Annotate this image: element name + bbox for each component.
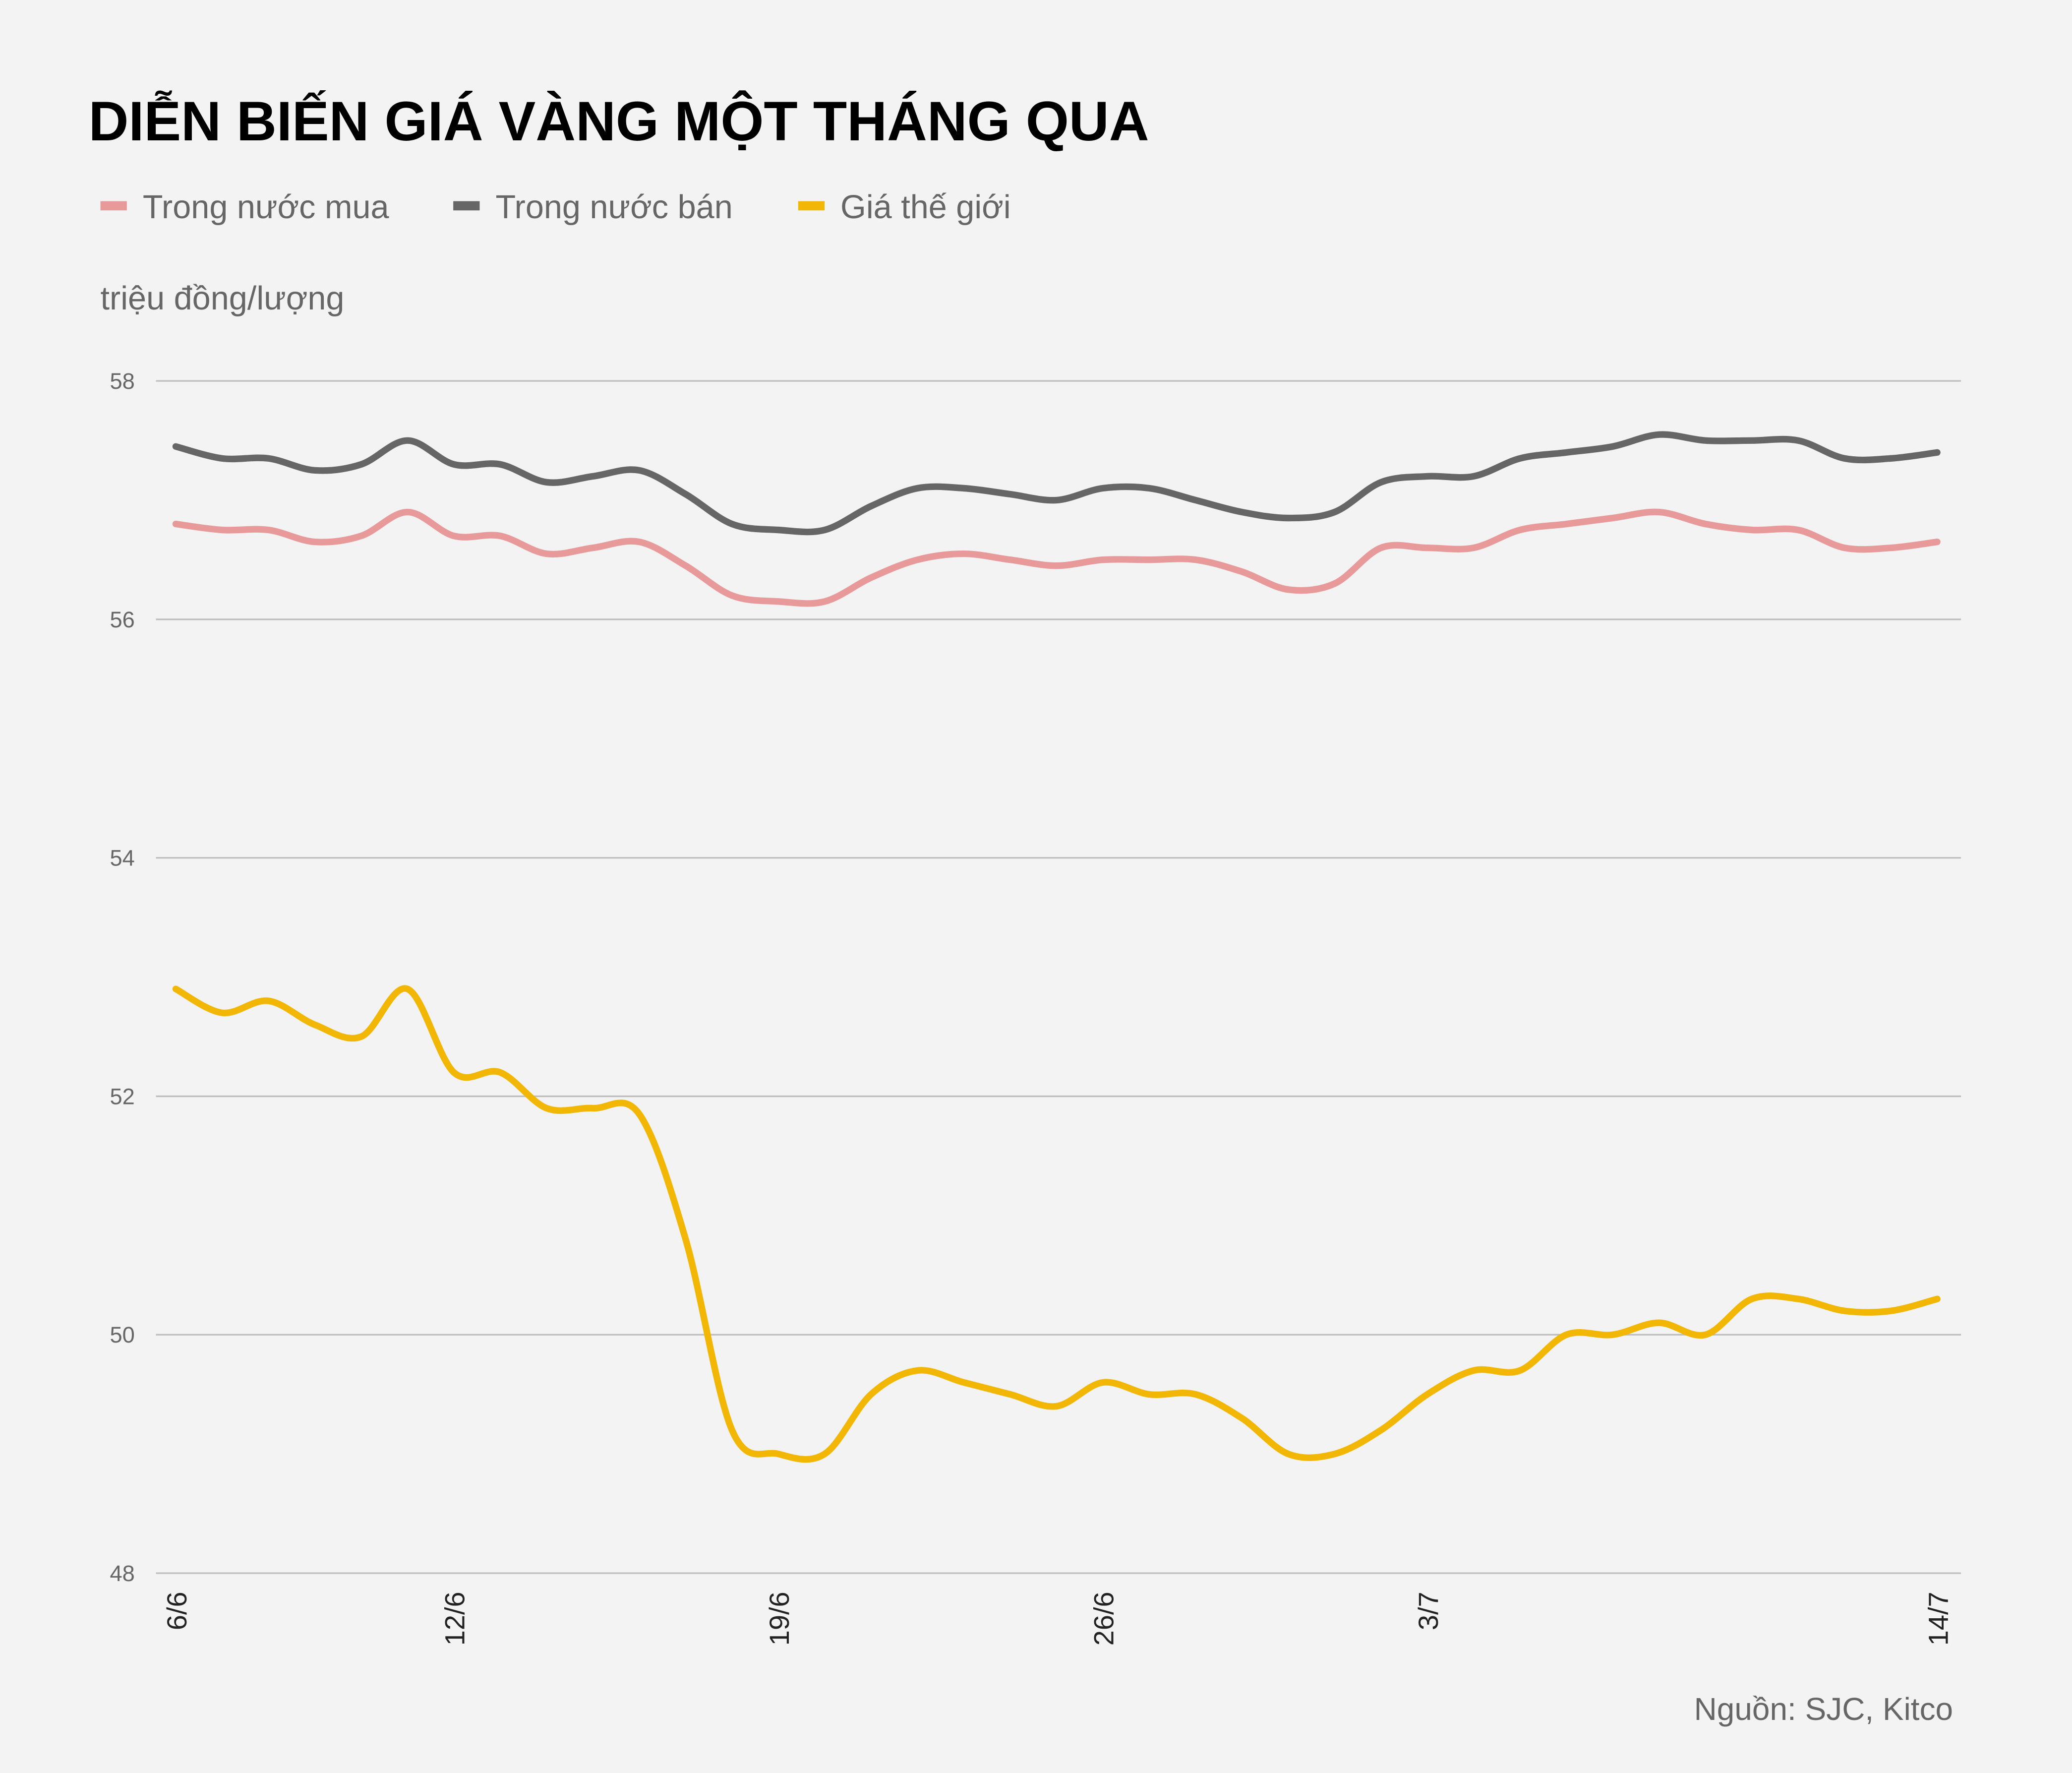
- y-tick-labels: 48 50 52 54 56 58: [110, 368, 134, 1586]
- y-tick-label: 50: [110, 1322, 134, 1347]
- x-tick-label: 12/6: [439, 1591, 471, 1646]
- gridlines: [156, 380, 1961, 1574]
- y-axis-unit-label: triệu đồng/lượng: [101, 280, 345, 317]
- x-tick-label: 6/6: [161, 1591, 192, 1630]
- x-tick-labels: 6/6 12/6 19/6 26/6 3/7 14/7: [161, 1591, 1954, 1646]
- y-tick-label: 54: [110, 846, 134, 871]
- legend-item-world[interactable]: Giá thế giới: [798, 189, 1011, 226]
- source-note: Nguồn: SJC, Kitco: [1694, 1691, 1954, 1727]
- legend: Trong nước mua Trong nước bán Giá thế gi…: [100, 189, 1011, 226]
- series-lines: [172, 431, 1941, 1463]
- x-tick-label: 19/6: [764, 1591, 795, 1646]
- x-tick-label: 14/7: [1922, 1591, 1954, 1646]
- legend-item-buy[interactable]: Trong nước mua: [100, 189, 390, 226]
- series-line-0: [172, 508, 1941, 607]
- legend-swatch-world: [798, 201, 825, 211]
- y-tick-label: 58: [110, 368, 134, 394]
- legend-label-buy: Trong nước mua: [143, 189, 390, 226]
- y-tick-label: 48: [110, 1561, 134, 1586]
- series-line-2: [172, 985, 1941, 1463]
- legend-label-world: Giá thế giới: [840, 189, 1011, 226]
- y-tick-label: 52: [110, 1084, 134, 1109]
- chart-title: DIỄN BIẾN GIÁ VÀNG MỘT THÁNG QUA: [89, 90, 1149, 152]
- x-tick-label: 26/6: [1088, 1591, 1120, 1646]
- x-tick-label: 3/7: [1413, 1591, 1444, 1630]
- legend-item-sell[interactable]: Trong nước bán: [453, 189, 733, 226]
- y-tick-label: 56: [110, 607, 134, 632]
- legend-swatch-sell: [453, 201, 480, 211]
- series-line-1: [172, 431, 1941, 536]
- legend-swatch-buy: [100, 201, 127, 211]
- legend-label-sell: Trong nước bán: [495, 189, 732, 226]
